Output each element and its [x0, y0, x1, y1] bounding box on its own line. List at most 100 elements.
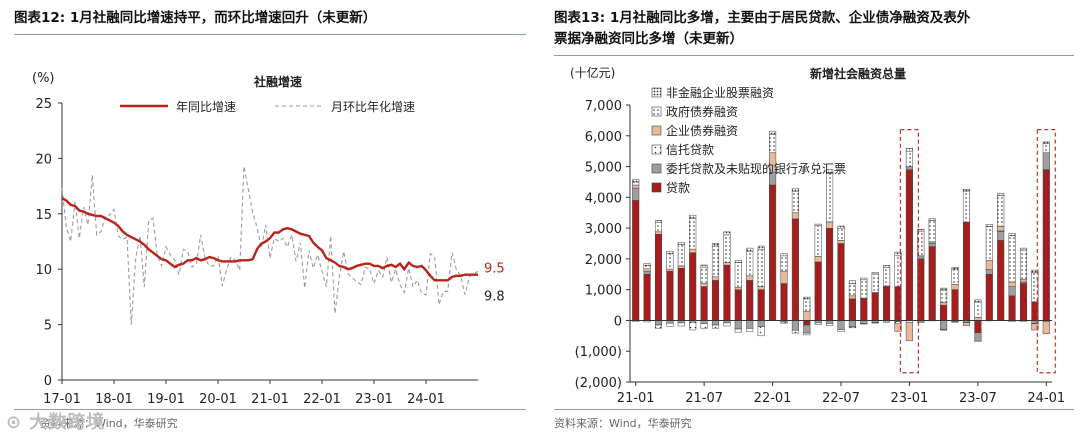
bar-segment	[848, 298, 856, 321]
bar-segment	[837, 329, 845, 332]
bar-segment	[814, 225, 822, 257]
bar-segment	[848, 295, 856, 300]
bar-stack-21-07	[700, 264, 708, 329]
bar-segment	[997, 240, 1005, 321]
bar-segment	[803, 324, 811, 334]
bar-segment	[643, 268, 651, 272]
bar-segment	[632, 184, 640, 189]
bar-segment	[734, 328, 742, 333]
bar-segment	[746, 275, 754, 281]
bar-stack-22-10	[871, 272, 879, 324]
left-title-rule	[14, 34, 526, 35]
bar-stack-23-04	[940, 287, 948, 331]
bar-stack-23-09	[997, 193, 1005, 321]
right-y-tick-label: 7,000	[585, 99, 622, 114]
bar-segment	[746, 328, 754, 332]
left-y-tick-label: 10	[35, 263, 52, 278]
bar-stack-22-12	[894, 251, 902, 332]
bar-segment	[700, 323, 708, 329]
bar-segment	[814, 256, 822, 263]
bar-segment	[985, 226, 993, 261]
bar-segment	[666, 253, 674, 270]
bar-stack-23-10	[1008, 233, 1016, 322]
bar-segment	[826, 323, 834, 326]
bar-segment	[837, 320, 845, 330]
bar-stack-21-10	[734, 260, 742, 333]
bar-segment	[928, 220, 936, 243]
bar-segment	[894, 251, 902, 257]
right-x-tick-label: 23-01	[891, 391, 929, 406]
left-x-tick-label: 20-01	[199, 392, 237, 407]
left-figure: 图表12: 1月社融同比增速持平，而环比增速回升（未更新） (%) 社融增速 0 5 1…	[0, 0, 530, 439]
bar-segment	[746, 247, 754, 252]
bar-segment	[711, 320, 720, 326]
bar-segment	[700, 267, 708, 284]
right-x-tick-label: 22-01	[754, 391, 792, 406]
bar-segment	[769, 130, 777, 135]
bar-segment	[1008, 281, 1016, 287]
mom-annualized-line	[61, 166, 479, 325]
bar-segment	[814, 223, 822, 226]
bar-segment	[974, 320, 982, 333]
bar-stack-21-06	[689, 214, 697, 331]
right-y-tick-label: 1,000	[585, 284, 622, 299]
bar-segment	[791, 330, 799, 334]
bar-segment	[917, 255, 925, 260]
bar-segment	[803, 298, 811, 312]
bar-segment	[848, 280, 856, 284]
bar-segment	[734, 286, 742, 290]
right-y-tick-label: (2,000)	[575, 376, 622, 391]
bar-segment	[940, 289, 948, 303]
legend-swatch	[651, 182, 662, 193]
bar-stack-21-01	[632, 179, 640, 322]
bar-segment	[791, 218, 799, 321]
bar-segment	[723, 322, 731, 327]
bar-segment	[1042, 141, 1050, 144]
bar-segment	[677, 244, 685, 267]
bar-segment	[826, 221, 834, 229]
bar-segment	[848, 320, 856, 327]
bar-segment	[1031, 301, 1039, 321]
bar-segment	[1008, 233, 1016, 237]
right-title-rule	[554, 55, 1074, 56]
bar-segment	[905, 166, 913, 170]
bar-segment	[814, 322, 822, 325]
left-y-tick-label: 0	[44, 374, 52, 389]
bar-segment	[928, 218, 936, 221]
bar-segment	[1019, 283, 1028, 321]
bar-segment	[928, 243, 936, 247]
bar-segment	[997, 195, 1005, 227]
bar-stack-21-08	[711, 243, 720, 329]
right-y-tick-label: 6,000	[585, 130, 622, 145]
right-x-tick-label: 22-07	[822, 391, 860, 406]
bar-segment	[700, 286, 708, 321]
bar-segment	[928, 241, 936, 244]
bar-segment	[734, 289, 742, 321]
bar-segment	[723, 262, 731, 266]
bar-segment	[746, 320, 754, 329]
legend-label: 政府债券融资	[666, 104, 738, 119]
bar-stack-22-03	[791, 188, 799, 334]
bar-segment	[700, 282, 708, 287]
bar-segment	[632, 187, 640, 201]
bar-segment	[757, 289, 765, 321]
bar-segment	[962, 189, 971, 192]
right-source-note: 资料来源：Wind，华泰研究	[554, 417, 692, 430]
bar-segment	[860, 298, 868, 321]
legend-label: 贷款	[666, 181, 690, 195]
legend-swatch	[651, 144, 662, 155]
left-x-tick-label: 17-01	[43, 392, 81, 407]
bar-segment	[769, 184, 777, 321]
bar-segment	[871, 292, 879, 321]
right-x-tick-label: 21-01	[617, 391, 655, 406]
bar-stack-21-12	[757, 245, 765, 337]
bar-segment	[677, 322, 685, 327]
right-figure-title: 图表13: 1月社融同比多增，主要由于居民贷款、企业债净融资及表外 票据净融资同…	[554, 8, 970, 50]
bar-stack-24-01	[1042, 141, 1050, 334]
bar-segment	[917, 320, 925, 323]
bar-segment	[985, 224, 993, 227]
bar-segment	[654, 324, 663, 329]
right-y-tick-label: (1,000)	[575, 345, 622, 360]
bar-segment	[871, 272, 879, 275]
left-y-tick-label: 20	[35, 152, 52, 167]
